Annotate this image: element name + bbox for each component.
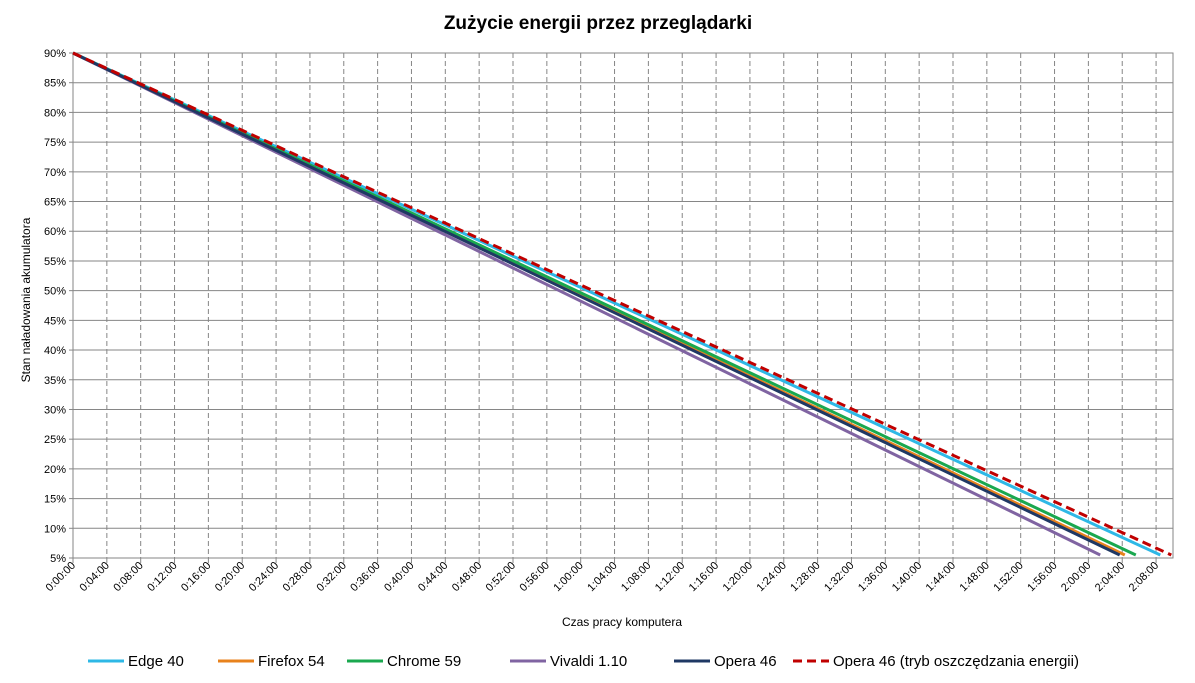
x-tick-label: 2:04:00 <box>1093 560 1127 594</box>
y-tick-label: 70% <box>44 167 66 179</box>
x-tick-label: 1:28:00 <box>788 560 822 594</box>
x-tick-label: 1:36:00 <box>856 560 890 594</box>
x-axis: 0:00:00 0:04:00 0:08:00 0:12:00 0:16:00 0:20:… <box>44 558 1161 594</box>
x-tick-label: 1:48:00 <box>958 560 992 594</box>
x-tick-label: 0:20:00 <box>213 560 247 594</box>
x-tick-label: 1:08:00 <box>619 560 653 594</box>
x-tick-label: 1:32:00 <box>822 560 856 594</box>
chart-title: Zużycie energii przez przeglądarki <box>444 13 752 34</box>
x-tick-label: 1:00:00 <box>551 560 585 594</box>
series-line-0 <box>72 51 1161 557</box>
y-tick-label: 75% <box>44 137 66 149</box>
x-tick-label: 0:24:00 <box>247 560 281 594</box>
y-tick-label: 55% <box>44 256 66 268</box>
x-tick-label: 1:20:00 <box>721 560 755 594</box>
y-tick-label: 20% <box>44 464 66 476</box>
x-tick-label: 0:12:00 <box>145 560 179 594</box>
legend-label-3: Vivaldi 1.10 <box>550 653 627 670</box>
legend-label-1: Firefox 54 <box>258 653 325 670</box>
x-tick-label: 2:00:00 <box>1059 560 1093 594</box>
x-tick-label: 2:08:00 <box>1127 560 1161 594</box>
legend-label-0: Edge 40 <box>128 653 184 670</box>
x-tick-label: 1:40:00 <box>890 560 924 594</box>
y-tick-label: 60% <box>44 226 66 238</box>
legend-label-5: Opera 46 (tryb oszczędzania energii) <box>833 653 1079 670</box>
x-tick-label: 0:32:00 <box>314 560 348 594</box>
y-tick-label: 45% <box>44 315 66 327</box>
legend: Edge 40 Firefox 54 Chrome 59 Vivaldi 1.10 Op… <box>88 653 1079 670</box>
x-tick-label: 0:52:00 <box>484 560 518 594</box>
series-line-4 <box>72 51 1121 557</box>
y-tick-label: 15% <box>44 494 66 506</box>
legend-label-4: Opera 46 <box>714 653 777 670</box>
x-tick-label: 1:04:00 <box>585 560 619 594</box>
x-tick-label: 1:44:00 <box>924 560 958 594</box>
y-tick-label: 50% <box>44 286 66 298</box>
y-tick-label: 80% <box>44 107 66 119</box>
y-tick-label: 25% <box>44 434 66 446</box>
x-tick-label: 1:16:00 <box>687 560 721 594</box>
x-tick-label: 1:12:00 <box>653 560 687 594</box>
series-lines <box>72 51 1172 557</box>
x-tick-label: 0:40:00 <box>382 560 416 594</box>
y-axis: 5% 10% 15% 20% 25% 30% 35% 40% 45% 50% 55% 60% 65% 70… <box>44 48 73 565</box>
x-tick-label: 0:08:00 <box>111 560 145 594</box>
x-tick-label: 0:56:00 <box>518 560 552 594</box>
x-axis-label: Czas pracy komputera <box>562 615 682 629</box>
series-line-5 <box>72 51 1172 557</box>
x-tick-label: 0:48:00 <box>450 560 484 594</box>
y-tick-label: 40% <box>44 345 66 357</box>
y-tick-label: 85% <box>44 78 66 90</box>
x-tick-label: 1:52:00 <box>991 560 1025 594</box>
y-tick-label: 10% <box>44 523 66 535</box>
y-tick-label: 5% <box>50 553 66 565</box>
y-tick-label: 35% <box>44 375 66 387</box>
x-tick-label: 0:36:00 <box>348 560 382 594</box>
plot-area <box>72 52 1174 559</box>
x-tick-label: 0:28:00 <box>281 560 315 594</box>
x-tick-label: 1:24:00 <box>754 560 788 594</box>
y-tick-label: 65% <box>44 197 66 209</box>
x-tick-label: 0:16:00 <box>179 560 213 594</box>
x-tick-label: 0:44:00 <box>416 560 450 594</box>
y-tick-label: 30% <box>44 404 66 416</box>
x-tick-label: 0:04:00 <box>78 560 112 594</box>
y-tick-label: 90% <box>44 48 66 60</box>
y-axis-label: Stan naładowania akumulatora <box>19 217 33 382</box>
legend-label-2: Chrome 59 <box>387 653 461 670</box>
x-tick-label: 1:56:00 <box>1025 560 1059 594</box>
